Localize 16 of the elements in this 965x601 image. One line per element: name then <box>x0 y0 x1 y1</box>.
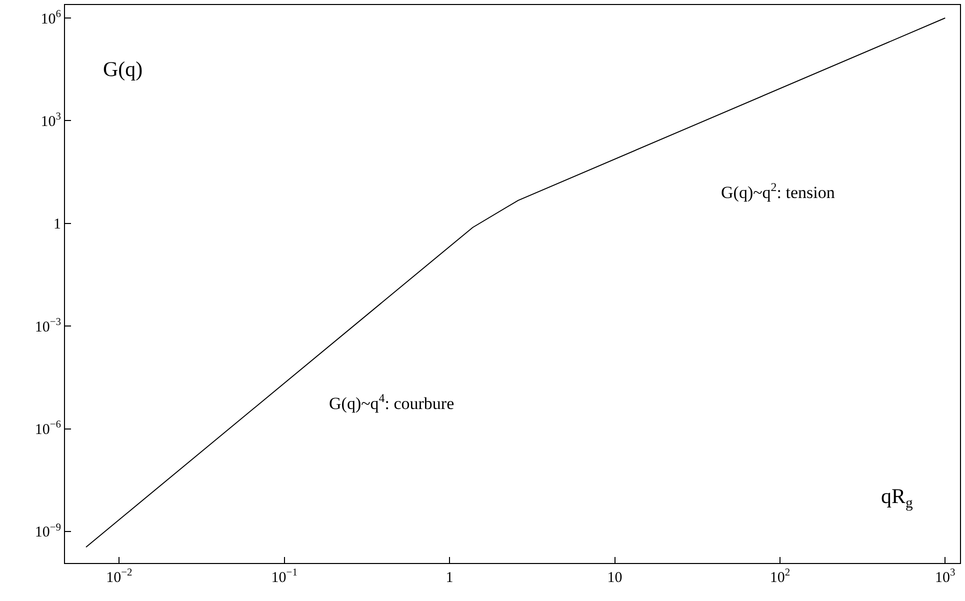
y-axis-title: G(q) <box>103 57 143 81</box>
y-tick-label: 10$^{3}$ <box>40 112 61 130</box>
y-tick-label: 10$^{−3}$ <box>34 317 61 336</box>
x-tick-label: 10$^{3}$ <box>935 568 956 586</box>
x-tick-label: 10$^{−2}$ <box>106 568 132 586</box>
y-tick-label: 10$^{6}$ <box>40 8 61 28</box>
y-tick-label: 10$^{−9}$ <box>34 522 61 541</box>
x-tick-label: 10$^{−1}$ <box>271 568 298 586</box>
annotation: G(q)~q$^{2}$: tension <box>721 180 836 202</box>
x-tick-label: 10$^{2}$ <box>770 568 790 586</box>
y-tick-label: 1 <box>54 216 61 233</box>
x-axis-title: qR$_{g}$ <box>881 484 914 512</box>
y-tick-label: 10$^{−6}$ <box>34 420 61 438</box>
x-tick-label: 10 <box>607 570 622 586</box>
x-tick-label: 1 <box>446 570 454 586</box>
annotation: G(q)~q$^{4}$: courbure <box>329 391 454 414</box>
